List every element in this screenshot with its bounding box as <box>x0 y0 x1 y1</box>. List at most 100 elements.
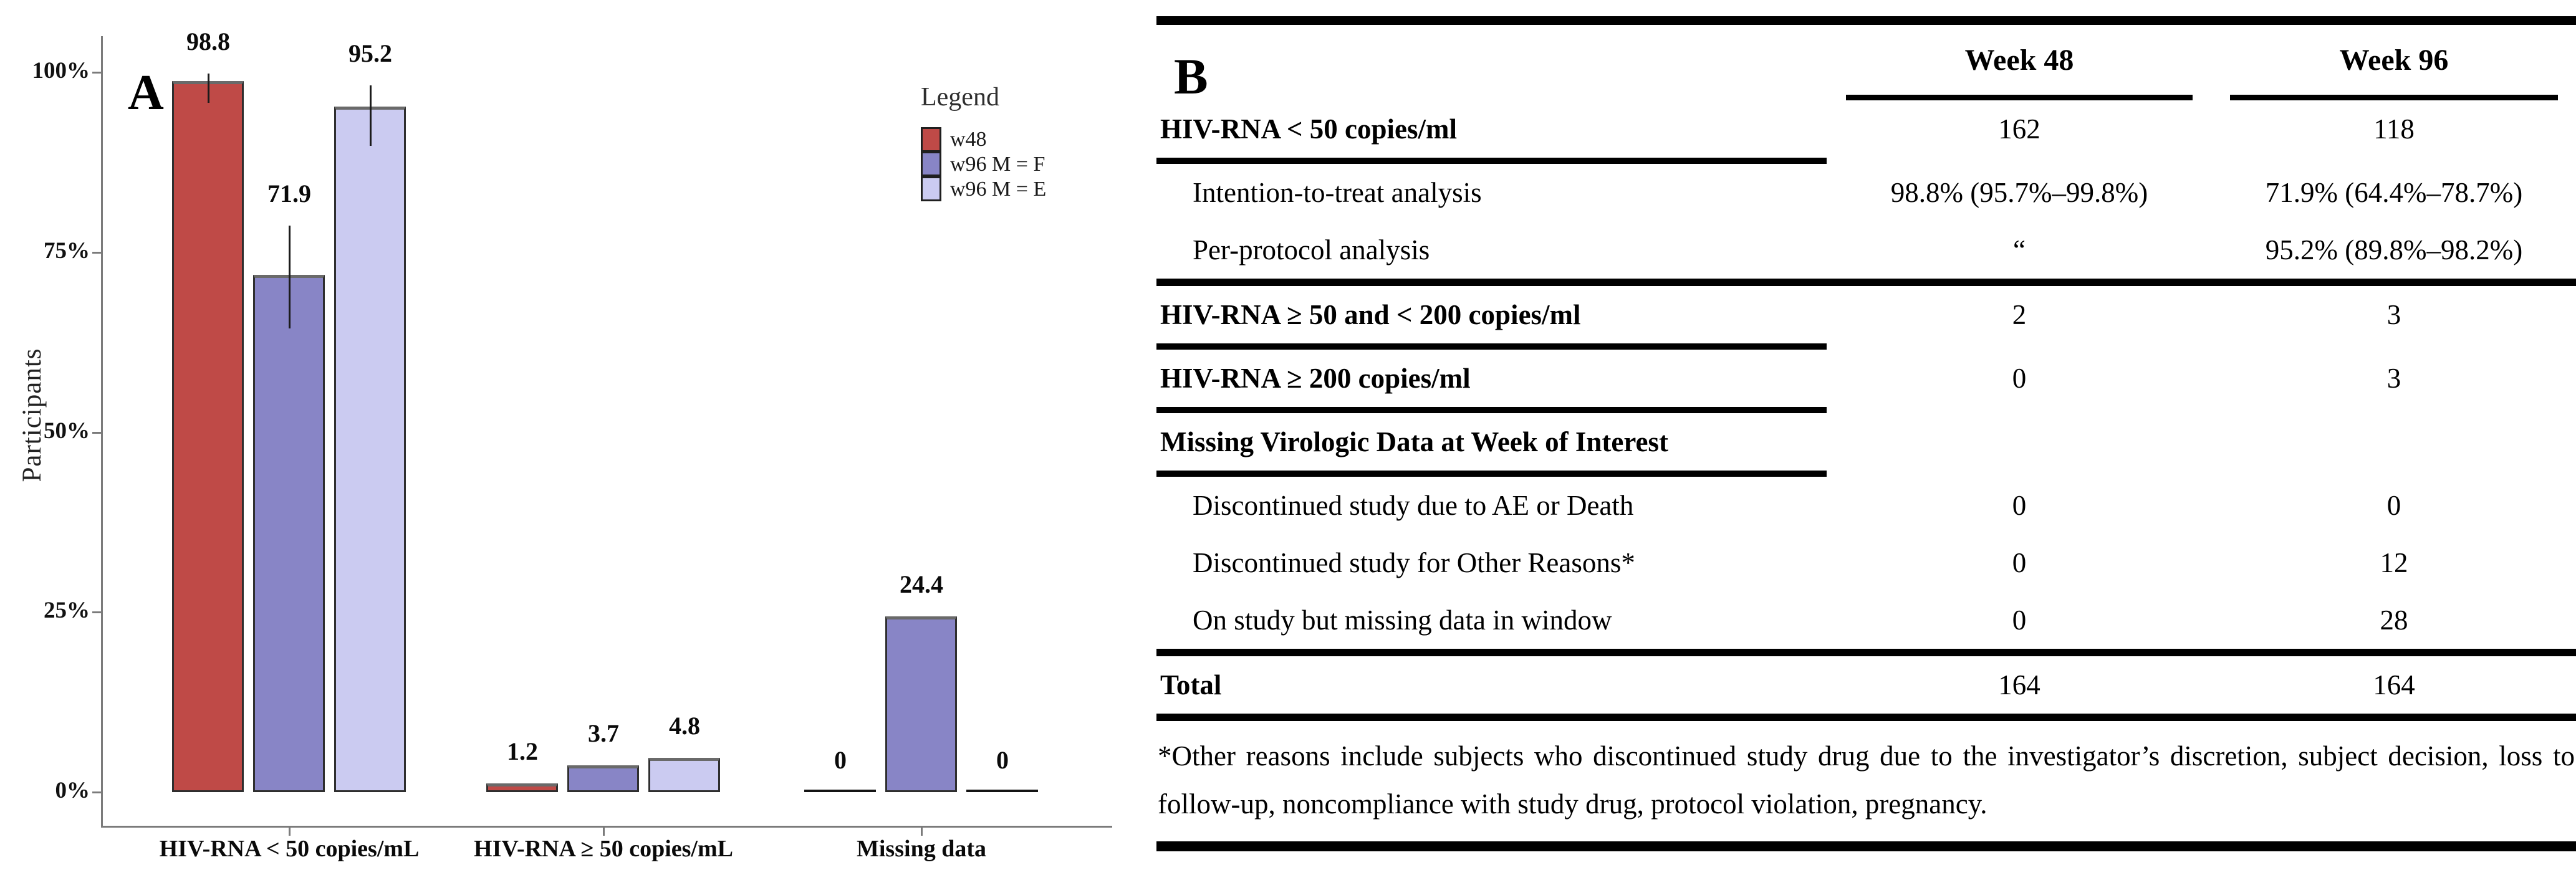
table-row: HIV-RNA ≥ 200 copies/ml 0 3 <box>1156 350 2576 407</box>
table-row-label: HIV-RNA ≥ 50 and < 200 copies/ml <box>1160 299 1581 330</box>
bar <box>885 616 957 792</box>
table-bottom-rule <box>1156 841 2576 851</box>
y-tick-label: 50% <box>44 418 90 444</box>
table-cell-week48: 0 <box>2012 490 2027 521</box>
table-cell-week96: 3 <box>2386 299 2401 330</box>
legend-item: w96 M = E <box>921 176 1120 202</box>
legend-swatch <box>921 176 941 201</box>
table-cell-week96: 28 <box>2380 605 2408 636</box>
table-cell-week48: 0 <box>2012 547 2027 578</box>
bar-value-label: 4.8 <box>669 712 700 740</box>
table-row: HIV-RNA ≥ 50 and < 200 copies/ml 2 3 <box>1156 286 2576 343</box>
table-header-week96: Week 96 <box>2339 43 2449 77</box>
panel-b-label: B <box>1174 48 1208 105</box>
table-row-label: Total <box>1160 669 1222 700</box>
table-cell-week96: 12 <box>2380 547 2408 578</box>
x-tick-mark <box>289 828 291 836</box>
table-cell-week48: 0 <box>2012 363 2027 394</box>
table-row-label: Discontinued study due to AE or Death <box>1193 490 1634 521</box>
label-column-rule <box>1156 158 1827 164</box>
table-row: Missing Virologic Data at Week of Intere… <box>1156 413 2576 471</box>
table-row: Discontinued study for Other Reasons* 0 12 <box>1156 534 2576 591</box>
bar-value-label: 71.9 <box>267 179 311 208</box>
zero-value-bar <box>804 790 876 792</box>
table-row-label: Discontinued study for Other Reasons* <box>1193 547 1635 578</box>
y-tick-mark <box>92 432 101 434</box>
bar-value-label: 0 <box>834 746 847 774</box>
table-row: Total 164 164 <box>1156 656 2576 714</box>
table-row: Intention-to-treat analysis 98.8% (95.7%–… <box>1156 164 2576 221</box>
bar <box>172 81 244 792</box>
table-body: HIV-RNA < 50 copies/ml 162 118 Intention-to… <box>1156 100 2576 721</box>
table-top-rule <box>1156 16 2576 25</box>
error-bar <box>289 226 291 328</box>
table-header-row: Week 48 Week 96 <box>1156 25 2576 95</box>
y-tick-mark <box>92 611 101 613</box>
x-category-label: HIV-RNA ≥ 50 copies/mL <box>474 836 733 862</box>
bar-value-label: 3.7 <box>588 719 619 747</box>
bar-value-label: 1.2 <box>507 737 538 765</box>
table-cell-week96: 3 <box>2386 363 2401 394</box>
table-row: HIV-RNA < 50 copies/ml 162 118 <box>1156 100 2576 158</box>
y-tick-label: 25% <box>44 598 90 623</box>
legend-swatch <box>921 127 941 152</box>
x-axis-line <box>101 826 1112 828</box>
table-cell-week48: 164 <box>1998 669 2040 700</box>
bar-chart-panel: A Participants 0% 25% 50% 75% 100% 98.8 71.9 95… <box>0 0 1128 875</box>
y-axis-title: Participants <box>17 348 47 482</box>
table-footnote: *Other reasons include subjects who disc… <box>1158 740 2575 820</box>
y-tick-label: 75% <box>44 238 90 264</box>
legend-item-label: w96 M = E <box>950 178 1047 201</box>
table-cell-week96: 118 <box>2373 113 2415 145</box>
y-axis-line <box>101 36 103 828</box>
table-cell-week96: 71.9% (64.4%–78.7%) <box>2265 177 2523 208</box>
error-bar <box>208 74 209 103</box>
legend-item-label: w96 M = F <box>950 153 1045 176</box>
x-category-label: HIV-RNA < 50 copies/mL <box>159 836 420 862</box>
table-header-rules <box>1156 95 2576 100</box>
table-header-week48: Week 48 <box>1964 43 2074 77</box>
label-column-rule <box>1156 407 1827 413</box>
table-row-label: Per-protocol analysis <box>1193 234 1430 265</box>
table-row: Discontinued study due to AE or Death 0 0 <box>1156 477 2576 534</box>
bar-value-label: 98.8 <box>186 27 230 55</box>
bar <box>334 107 406 792</box>
table-row-label: On study but missing data in window <box>1193 605 1612 636</box>
bar-value-label: 0 <box>996 746 1009 774</box>
table-row-label: Missing Virologic Data at Week of Intere… <box>1160 426 1668 457</box>
table-row-label: HIV-RNA < 50 copies/ml <box>1160 113 1458 145</box>
label-column-rule <box>1156 471 1827 477</box>
bar-value-label: 95.2 <box>348 39 392 67</box>
zero-value-bar <box>966 790 1038 792</box>
table-cell-week96: 0 <box>2386 490 2401 521</box>
bar <box>253 275 325 792</box>
table-row: Per-protocol analysis “ 95.2% (89.8%–98.2%… <box>1156 221 2576 279</box>
week48-header-rule <box>1845 95 2193 100</box>
table-row-label: HIV-RNA ≥ 200 copies/ml <box>1160 363 1471 394</box>
table-section-rule <box>1156 714 2576 721</box>
table-section-rule <box>1156 649 2576 656</box>
bar-value-label: 24.4 <box>900 570 943 598</box>
x-category-label: Missing data <box>857 836 986 862</box>
legend-swatch <box>921 151 941 176</box>
y-tick-mark <box>92 252 101 254</box>
bar <box>648 758 720 792</box>
x-tick-mark <box>921 828 923 836</box>
legend-item-label: w48 <box>950 128 987 151</box>
y-tick-mark <box>92 72 101 74</box>
table-section-rule <box>1156 279 2576 286</box>
legend-item: w96 M = F <box>921 151 1120 177</box>
bar <box>486 783 558 792</box>
results-table-panel: B Week 48 Week 96 HIV-RNA < 50 copies/ml… <box>1156 16 2576 851</box>
table-cell-week48: 0 <box>2012 605 2027 636</box>
table-cell-week48: “ <box>2013 234 2026 265</box>
table-cell-week48: 162 <box>1998 113 2040 145</box>
y-tick-label: 0% <box>55 778 90 803</box>
y-tick-label: 100% <box>32 58 90 84</box>
table-row: On study but missing data in window 0 28 <box>1156 591 2576 649</box>
bar <box>567 765 639 792</box>
legend-item: w48 <box>921 127 1120 152</box>
